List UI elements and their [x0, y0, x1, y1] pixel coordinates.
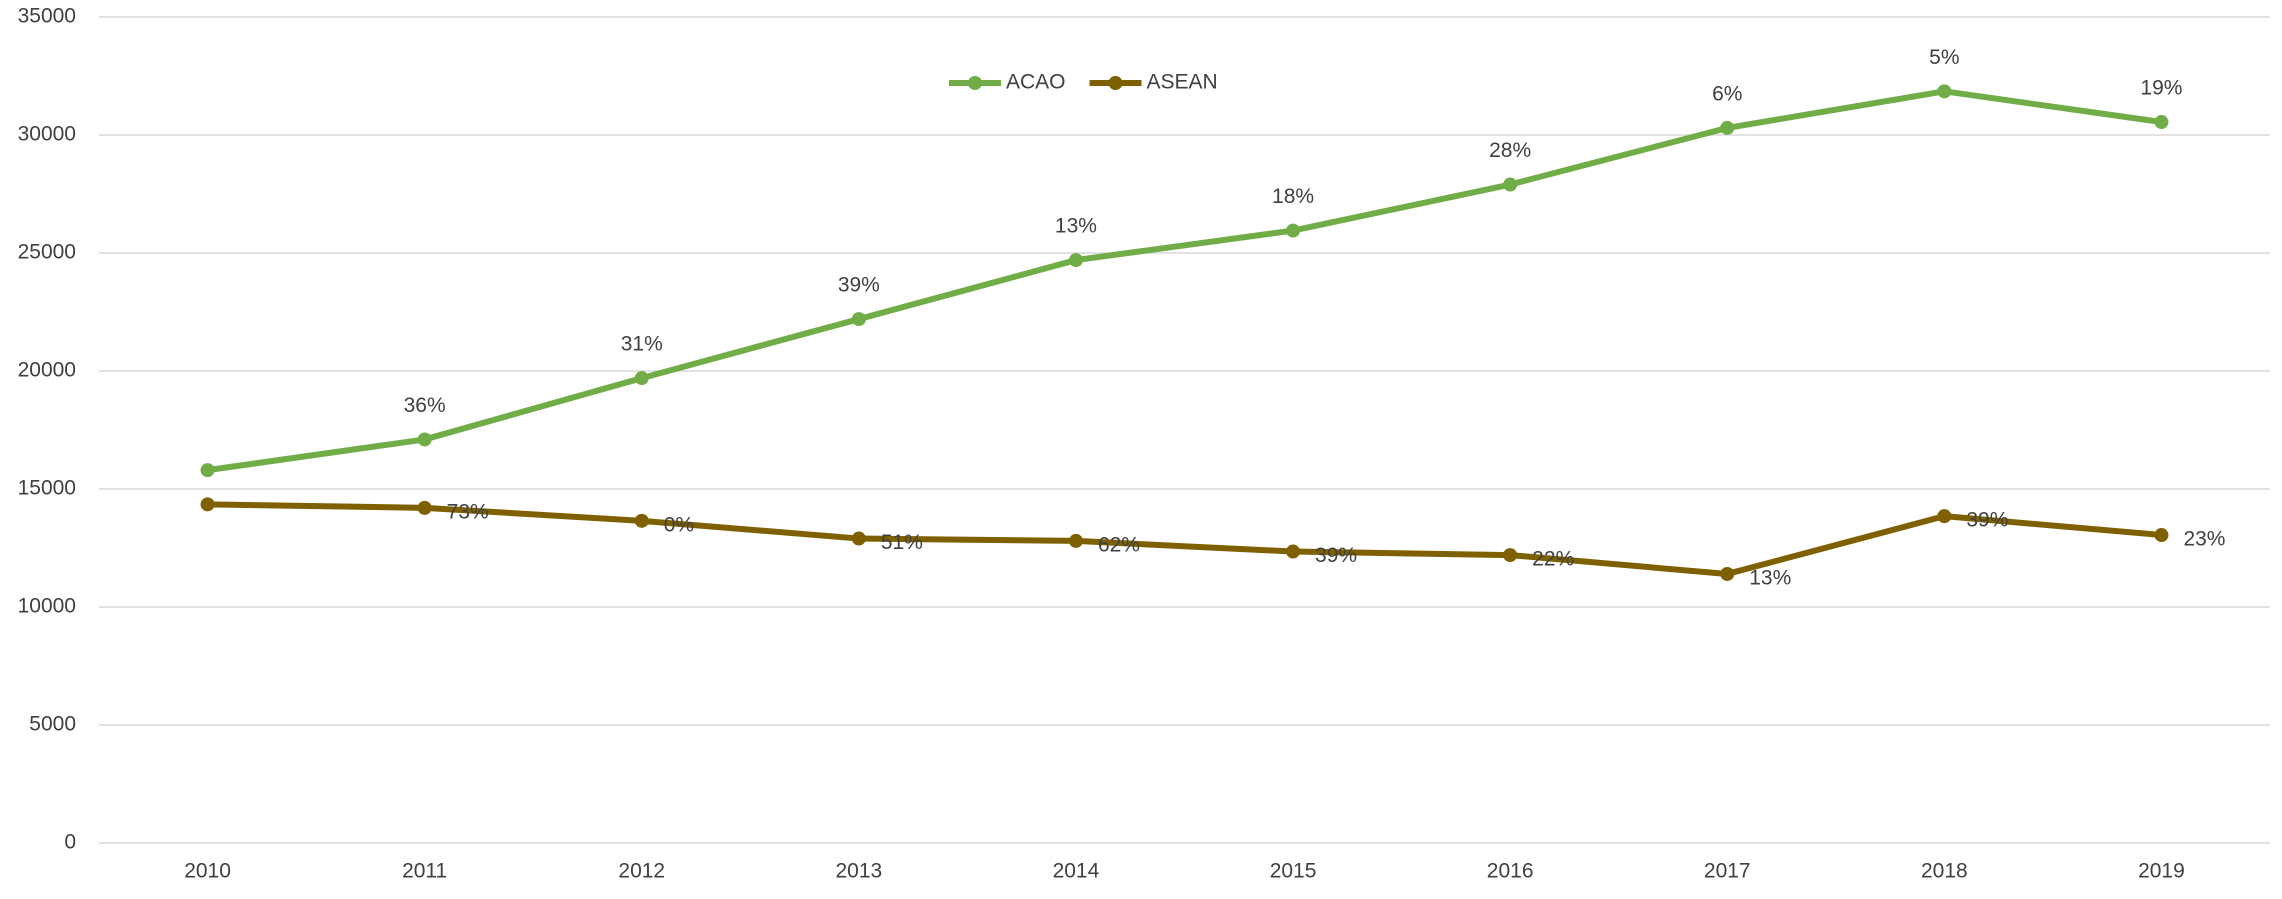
data-point	[1503, 177, 1518, 192]
data-point	[1720, 566, 1735, 581]
y-tick-label: 35000	[18, 5, 76, 28]
x-tick-label: 2012	[618, 860, 665, 883]
series-line	[207, 88, 2162, 474]
data-label: 51%	[881, 531, 923, 554]
x-tick-label: 2018	[1921, 860, 1968, 883]
x-tick-label: 2010	[184, 860, 231, 883]
y-tick-label: 25000	[18, 241, 76, 264]
data-label: 39%	[1966, 509, 2008, 532]
data-label: 19%	[2140, 77, 2182, 100]
data-point	[851, 312, 866, 327]
data-point	[417, 432, 432, 447]
data-point	[2154, 528, 2169, 543]
data-point	[200, 497, 215, 512]
x-tick-label: 2017	[1704, 860, 1751, 883]
data-point	[1286, 223, 1301, 238]
data-label: 23%	[2183, 528, 2225, 551]
data-label: 22%	[1532, 548, 1574, 571]
y-tick-label: 5000	[29, 713, 76, 736]
x-tick-label: 2019	[2138, 860, 2185, 883]
legend-marker	[968, 76, 982, 90]
data-label: 13%	[1749, 567, 1791, 590]
data-label: 31%	[621, 333, 663, 356]
x-tick-label: 2011	[402, 860, 447, 883]
x-tick-label: 2015	[1270, 860, 1317, 883]
data-point	[634, 371, 649, 386]
data-label: 5%	[1929, 46, 1959, 69]
x-tick-label: 2014	[1053, 860, 1100, 883]
legend-label: ASEAN	[1147, 71, 1218, 94]
data-point	[1286, 544, 1301, 559]
x-tick-label: 2016	[1487, 860, 1534, 883]
y-tick-label: 30000	[18, 123, 76, 146]
data-label: 28%	[1489, 139, 1531, 162]
data-point	[1937, 84, 1952, 99]
data-point	[851, 531, 866, 546]
data-label: 18%	[1272, 185, 1314, 208]
legend-label: ACAO	[1006, 71, 1066, 94]
data-point	[417, 500, 432, 515]
data-point	[1937, 509, 1952, 524]
data-label: 0%	[664, 513, 694, 536]
series-line	[207, 501, 2162, 577]
data-point	[1720, 120, 1735, 135]
data-point	[2154, 115, 2169, 130]
data-label: 62%	[1098, 533, 1140, 556]
y-tick-label: 15000	[18, 477, 76, 500]
y-tick-label: 20000	[18, 359, 76, 382]
data-point	[1068, 533, 1083, 548]
data-label: 36%	[404, 394, 446, 417]
x-tick-label: 2013	[835, 860, 882, 883]
y-tick-label: 0	[64, 831, 76, 854]
data-label: 39%	[1315, 544, 1357, 567]
data-point	[1068, 253, 1083, 268]
data-label: 13%	[1055, 215, 1097, 238]
data-point	[200, 463, 215, 478]
data-label: 6%	[1712, 82, 1742, 105]
data-label: 39%	[838, 274, 880, 297]
y-tick-label: 10000	[18, 595, 76, 618]
data-label: 73%	[447, 500, 489, 523]
data-point	[634, 513, 649, 528]
data-point	[1503, 548, 1518, 563]
legend-marker	[1108, 76, 1123, 90]
